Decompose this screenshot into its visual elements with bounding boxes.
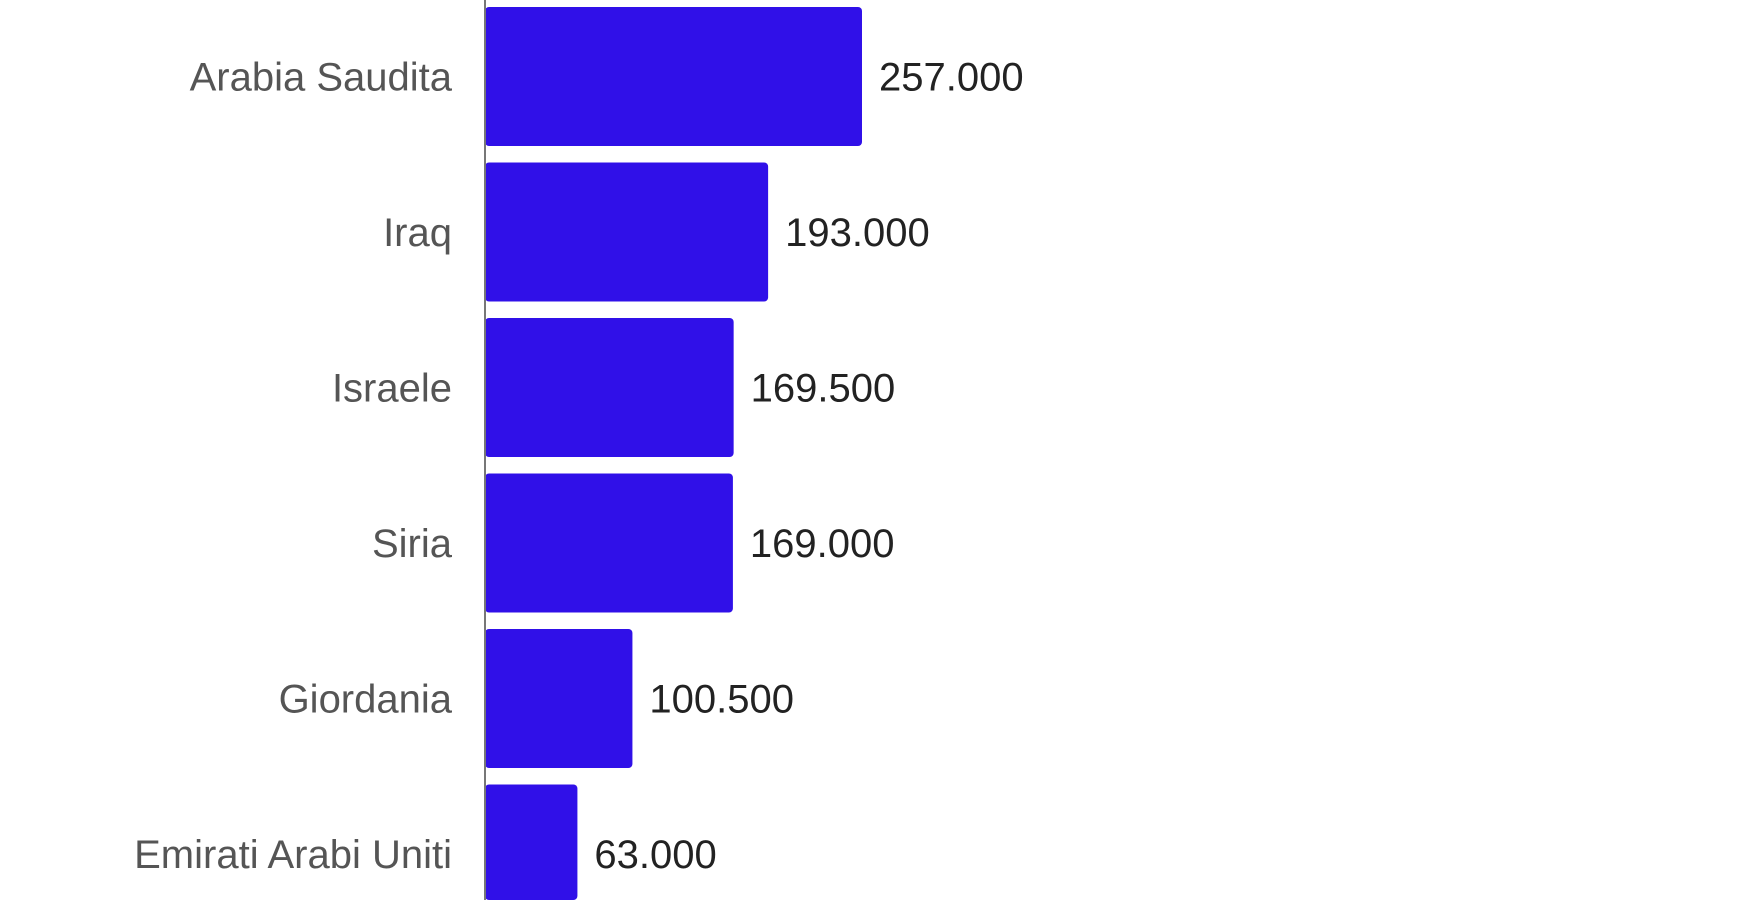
category-label: Iraq [383, 211, 452, 255]
category-label: Giordania [279, 678, 453, 722]
bar [485, 629, 633, 768]
category-label: Israele [332, 367, 452, 411]
bar [485, 784, 578, 900]
category-label: Emirati Arabi Uniti [134, 833, 452, 877]
data-label: 257.000 [879, 56, 1024, 100]
data-label: 169.500 [751, 367, 896, 411]
bar [485, 162, 769, 302]
bar [485, 473, 733, 613]
data-label: 193.000 [785, 211, 930, 255]
data-label: 100.500 [649, 678, 794, 722]
data-label: 169.000 [750, 522, 895, 566]
bar [485, 7, 862, 146]
category-label: Siria [372, 522, 453, 566]
data-label: 63.000 [594, 833, 716, 877]
bar [485, 318, 734, 457]
category-label: Arabia Saudita [190, 56, 453, 100]
